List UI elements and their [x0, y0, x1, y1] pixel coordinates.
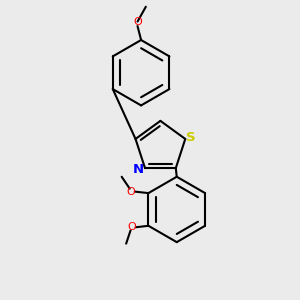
Text: O: O [128, 222, 136, 232]
Text: S: S [186, 131, 196, 144]
Text: O: O [133, 16, 142, 27]
Text: N: N [133, 163, 144, 176]
Text: O: O [127, 187, 136, 196]
